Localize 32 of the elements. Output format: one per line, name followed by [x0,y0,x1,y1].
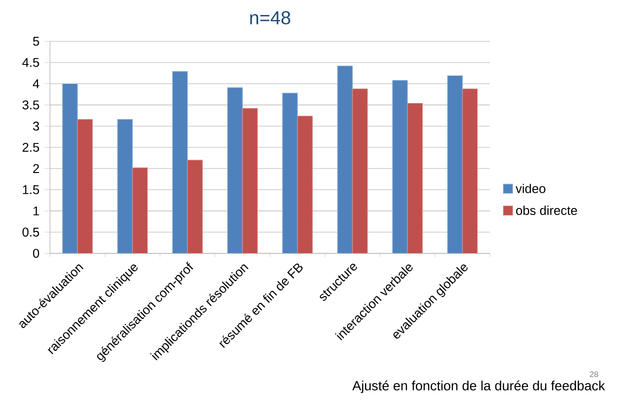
bar [282,92,298,254]
bar [462,88,478,254]
chart-title: n=48 [250,11,290,24]
bar [62,83,78,254]
bar [227,87,243,254]
bar [77,119,93,254]
bar [352,88,368,254]
bar [337,66,353,254]
y-tick-label: 5 [33,36,40,46]
legend-label: video [516,184,546,194]
bar [242,108,258,254]
bar [297,116,313,254]
text: 28 [590,371,598,378]
y-tick-label: 4 [32,79,40,88]
bar [132,167,148,254]
y-tick-label: 0.5 [22,228,40,237]
bar [117,119,133,254]
y-tick-label: 4.5 [22,58,40,67]
bar [447,75,463,254]
y-tick-label: 1.5 [22,185,40,194]
bar [187,160,203,254]
y-tick-label: 2.5 [22,142,40,152]
y-tick-label: 1 [34,206,39,216]
bar [392,80,408,254]
y-tick-label: 3.5 [22,100,40,110]
bar [172,71,188,254]
y-tick-label: 0 [33,248,40,258]
text: Ajusté en fonction de la durée du feedback [352,380,606,394]
y-tick-label: 3 [33,122,40,131]
y-tick-label: 2 [33,164,39,173]
legend-label: obs directe [516,206,577,215]
bar [407,102,423,254]
